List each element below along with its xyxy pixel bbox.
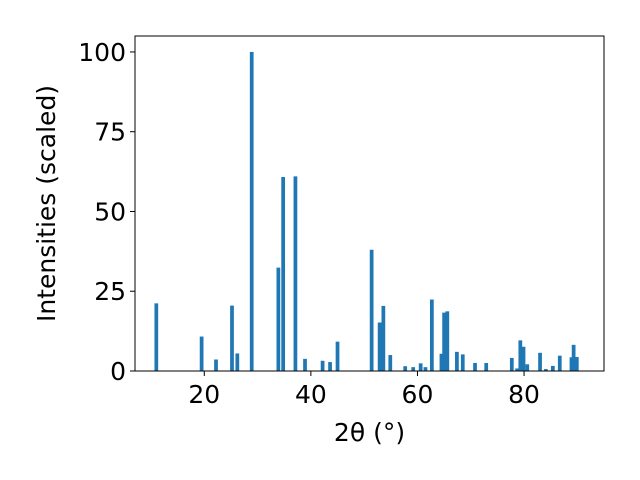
plot-frame <box>134 35 605 372</box>
bar <box>411 367 416 371</box>
bar <box>550 365 555 371</box>
bar <box>439 353 444 371</box>
bar <box>569 357 574 371</box>
bar <box>455 351 459 371</box>
bar <box>335 341 340 371</box>
y-tick-label: 50 <box>94 197 126 226</box>
bar <box>388 355 393 371</box>
bar <box>544 369 548 371</box>
bar <box>574 356 579 371</box>
bar <box>303 358 307 371</box>
bar <box>235 353 240 371</box>
bar <box>328 362 332 371</box>
bar <box>377 322 382 371</box>
x-axis: 20 40 60 80 <box>188 371 540 409</box>
x-tick-label: 40 <box>295 380 327 409</box>
x-axis-label: 2θ (°) <box>334 418 405 447</box>
bar <box>423 367 428 371</box>
bar <box>154 303 159 371</box>
bar <box>509 357 514 371</box>
bar <box>515 368 519 371</box>
bars-group <box>154 51 579 371</box>
bar <box>403 366 408 371</box>
y-axis-label: Intensities (scaled) <box>32 85 61 322</box>
bar <box>199 336 204 371</box>
bar <box>214 359 218 371</box>
bar <box>293 176 298 371</box>
bar <box>230 305 234 371</box>
bar <box>381 305 386 371</box>
bar <box>320 360 325 371</box>
y-tick-label: 25 <box>94 277 126 306</box>
y-tick-label: 75 <box>94 118 126 147</box>
bar <box>525 364 530 371</box>
y-tick-label: 0 <box>110 357 126 386</box>
y-axis: 0 25 50 75 100 <box>78 38 135 386</box>
bar <box>429 299 434 371</box>
bar <box>249 51 254 371</box>
x-tick-label: 80 <box>508 380 540 409</box>
bar <box>521 346 526 371</box>
bar <box>460 354 465 371</box>
bar <box>557 355 562 371</box>
bar <box>473 363 477 371</box>
x-tick-label: 60 <box>402 380 434 409</box>
bar <box>369 249 374 371</box>
bar <box>442 312 446 371</box>
y-tick-label: 100 <box>78 38 126 67</box>
bar <box>518 340 523 371</box>
bar <box>418 363 423 371</box>
bar <box>281 177 286 371</box>
bar <box>538 352 542 371</box>
bar <box>571 344 576 371</box>
x-tick-label: 20 <box>188 380 220 409</box>
bar <box>276 267 281 371</box>
bar <box>484 363 489 371</box>
bar <box>445 311 450 371</box>
